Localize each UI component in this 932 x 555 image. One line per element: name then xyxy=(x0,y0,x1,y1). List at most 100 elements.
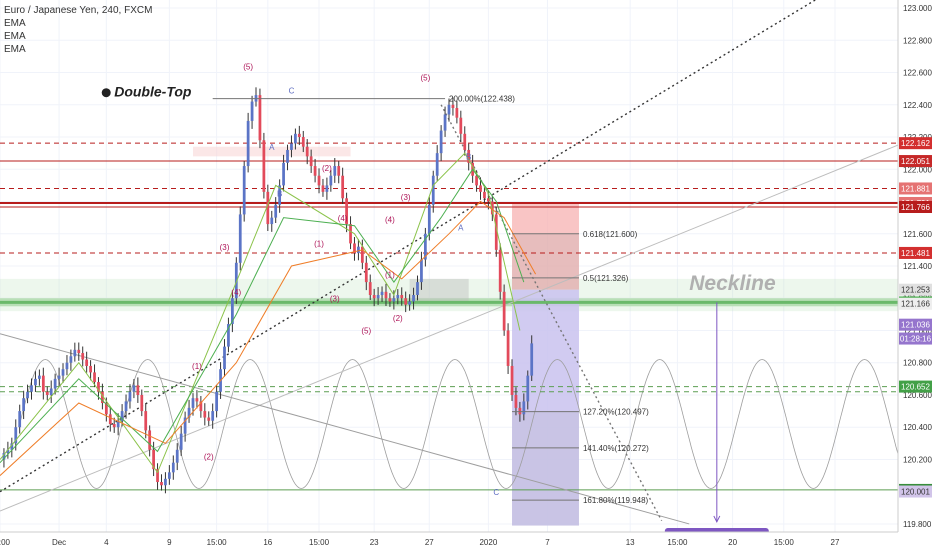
candle xyxy=(368,282,372,296)
trendline xyxy=(440,104,663,522)
candle xyxy=(30,385,33,392)
candle xyxy=(522,401,526,415)
measure-label: −1.392 (−1.15%) −139.2 xyxy=(664,527,769,541)
candle xyxy=(467,149,471,163)
candle xyxy=(333,166,337,176)
candle xyxy=(187,407,191,418)
candle xyxy=(175,449,179,463)
candle xyxy=(167,472,171,479)
candle xyxy=(128,391,132,402)
price-label-text: 121.166 xyxy=(901,300,930,309)
price-label-text: 122.162 xyxy=(901,139,930,148)
price-label-bg xyxy=(899,182,932,195)
candle xyxy=(451,104,455,109)
candle xyxy=(266,191,270,225)
time-tick-label: 23 xyxy=(370,538,379,547)
candle xyxy=(53,378,57,389)
wave-label: A xyxy=(269,143,275,152)
candle xyxy=(309,156,313,167)
candle xyxy=(61,369,65,376)
time-tick-label: 20 xyxy=(728,538,737,547)
candle xyxy=(321,185,325,192)
candle xyxy=(329,175,333,186)
wave-label: (5) xyxy=(243,62,253,71)
candle xyxy=(2,453,6,460)
wave-label: A xyxy=(458,224,464,233)
fib-level-label: 0.618(121.600) xyxy=(583,230,638,239)
indicator-ema-1[interactable]: EMA xyxy=(4,18,26,29)
double-top-marker xyxy=(101,88,111,98)
price-tick-label: 120.600 xyxy=(903,391,932,400)
candle xyxy=(242,166,246,215)
chart-legend: Euro / Japanese Yen, 240, FXCM EMA EMA E… xyxy=(4,4,152,56)
wave-label: (4) xyxy=(385,215,395,224)
price-tick-label: 120.800 xyxy=(903,359,932,368)
candle xyxy=(353,243,356,254)
candle xyxy=(360,246,364,263)
candle xyxy=(345,198,348,225)
candle xyxy=(65,362,69,370)
cycle-projection xyxy=(19,359,898,489)
candle xyxy=(494,214,498,250)
indicator-ema-3[interactable]: EMA xyxy=(4,44,26,55)
candle xyxy=(10,443,14,450)
candle xyxy=(305,146,309,157)
candle xyxy=(26,391,29,399)
candle xyxy=(294,133,297,144)
ema-line-3 xyxy=(0,200,537,476)
trendline xyxy=(0,0,816,493)
candle xyxy=(506,330,510,366)
candle xyxy=(490,201,494,215)
candle xyxy=(408,301,411,305)
candle xyxy=(455,108,459,118)
price-label: 120.652 xyxy=(899,380,932,393)
measure-label-text: −1.392 (−1.15%) −139.2 xyxy=(668,531,765,541)
candle xyxy=(18,411,22,428)
price-label-bg xyxy=(899,137,932,150)
candle xyxy=(435,153,439,176)
candle xyxy=(337,166,341,176)
bar-countdown: 01:28:16 xyxy=(899,332,932,345)
price-tick-label: 122.400 xyxy=(903,101,932,110)
wave-label: (3) xyxy=(401,193,411,202)
price-label: 122.162 xyxy=(899,137,932,150)
candle xyxy=(156,469,159,483)
candle xyxy=(463,133,467,150)
candle xyxy=(97,382,100,392)
candle xyxy=(116,420,120,428)
price-label-text: 120.652 xyxy=(901,383,930,392)
candle xyxy=(297,133,301,138)
price-label: 121.481 xyxy=(899,246,932,259)
trendline xyxy=(0,333,690,525)
candle xyxy=(526,375,530,402)
plot-area: 200.00%(122.438) 0.618(121.600) 0.5(121.32… xyxy=(0,0,898,541)
indicator-ema-2[interactable]: EMA xyxy=(4,31,26,42)
price-label-bg xyxy=(899,485,932,498)
price-tick-label: 121.400 xyxy=(903,262,932,271)
wave-label: (1) xyxy=(385,270,395,279)
price-label: 121.253 xyxy=(899,283,932,296)
candle xyxy=(392,298,396,302)
candle xyxy=(317,175,321,186)
candle xyxy=(498,249,502,292)
wave-label: (1) xyxy=(192,362,202,371)
fib-level-label: 0.5(121.326) xyxy=(583,274,629,283)
candle xyxy=(73,349,77,357)
symbol-title: Euro / Japanese Yen, 240, FXCM xyxy=(4,5,153,16)
price-tick-label: 119.800 xyxy=(903,520,932,529)
candle xyxy=(57,375,61,379)
candle xyxy=(49,388,53,395)
candle xyxy=(404,298,408,305)
candle xyxy=(502,291,506,331)
wave-label: (4) xyxy=(338,214,348,223)
wave-label: (2) xyxy=(204,452,214,461)
measure-label-bg xyxy=(664,527,769,532)
candle xyxy=(282,162,285,186)
candle xyxy=(85,359,89,366)
trendline xyxy=(0,144,898,512)
candle xyxy=(183,417,187,434)
price-label-bg xyxy=(899,318,932,331)
time-tick-label: 27 xyxy=(425,538,434,547)
